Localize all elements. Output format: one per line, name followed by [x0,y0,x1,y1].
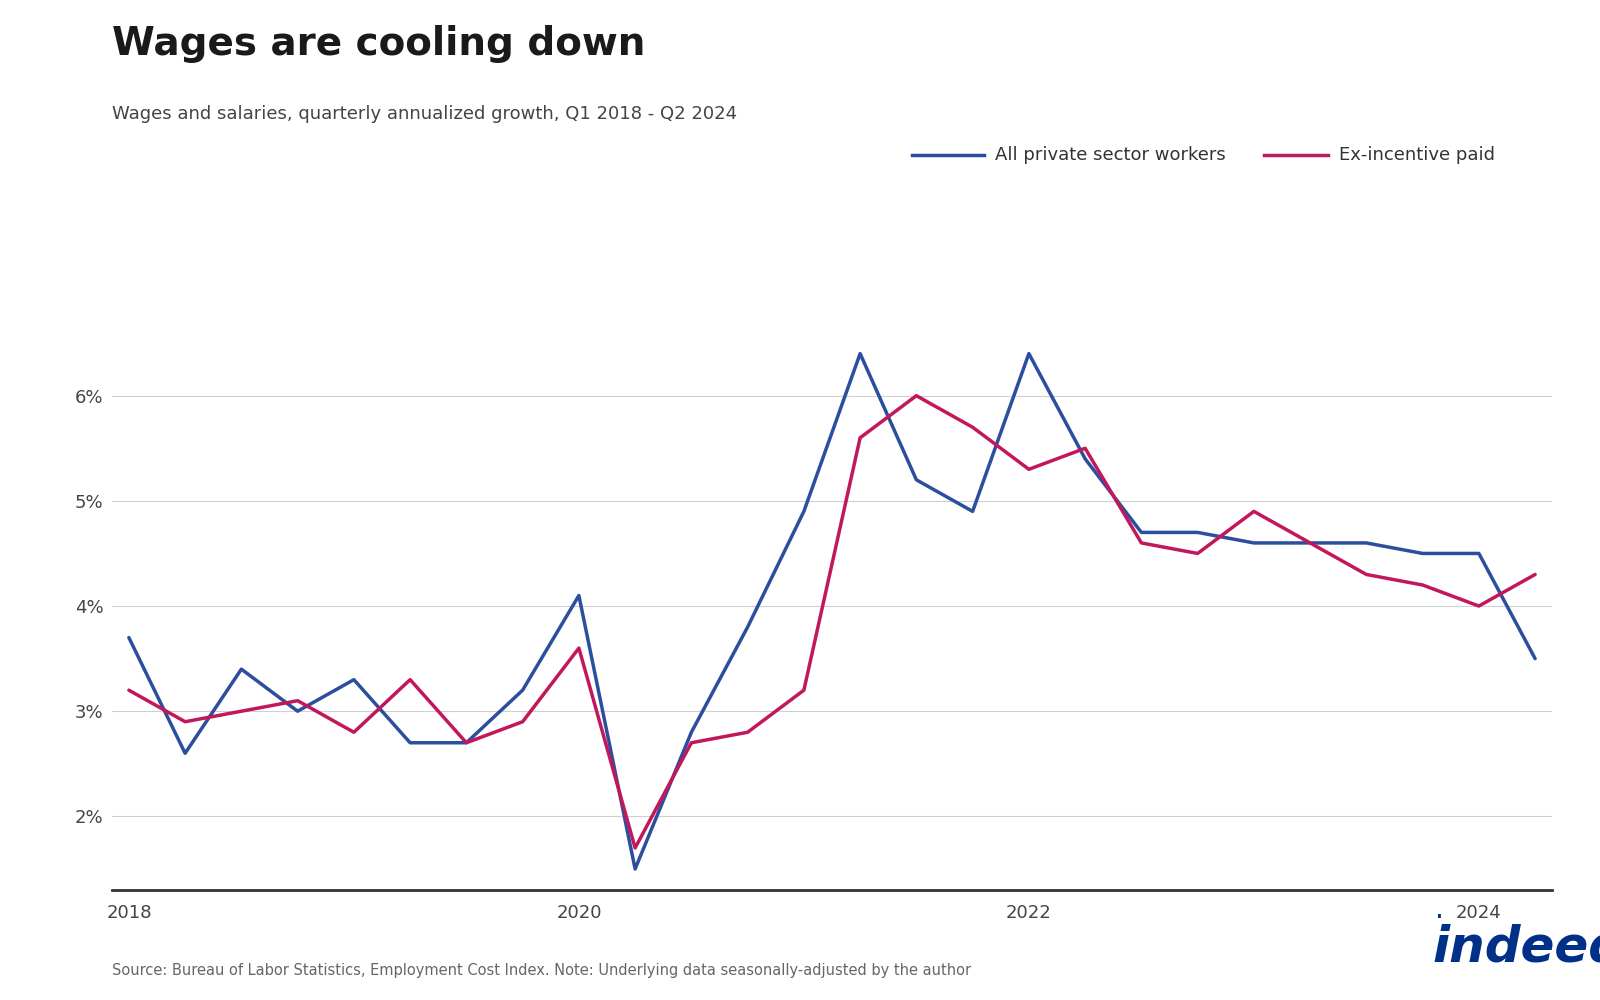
Text: Ex-incentive paid: Ex-incentive paid [1339,146,1494,164]
Text: Wages and salaries, quarterly annualized growth, Q1 2018 - Q2 2024: Wages and salaries, quarterly annualized… [112,105,738,123]
Text: All private sector workers: All private sector workers [995,146,1226,164]
Text: Source: Bureau of Labor Statistics, Employment Cost Index. Note: Underlying data: Source: Bureau of Labor Statistics, Empl… [112,963,971,978]
Text: indeed: indeed [1432,924,1600,972]
Text: Wages are cooling down: Wages are cooling down [112,25,645,63]
Text: ·: · [1435,904,1445,932]
